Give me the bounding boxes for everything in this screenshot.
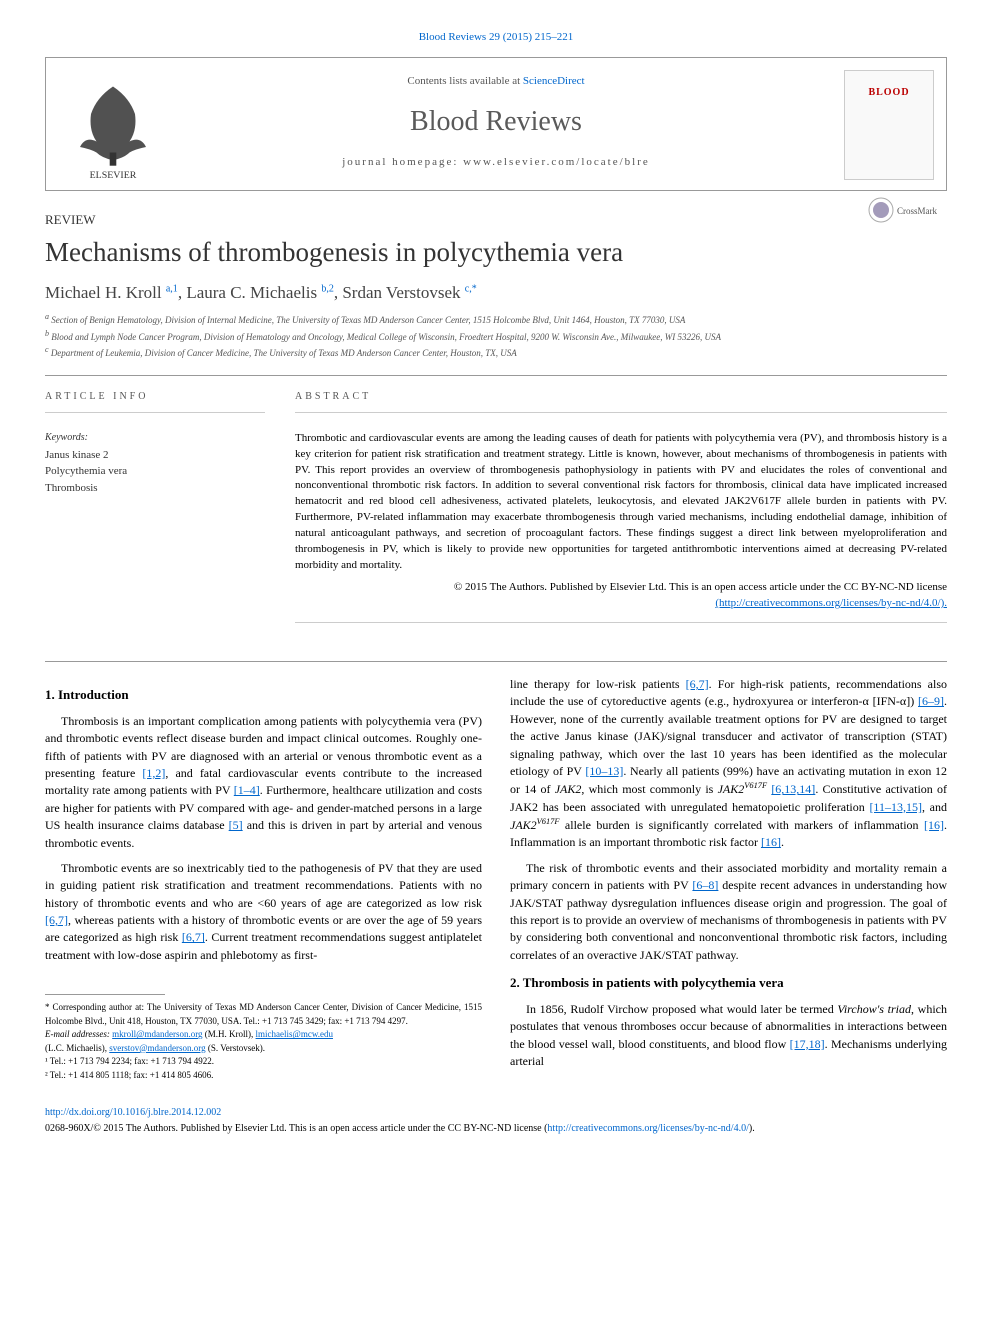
sciencedirect-link[interactable]: ScienceDirect	[523, 75, 585, 87]
affiliation-line: a Section of Benign Hematology, Division…	[45, 311, 947, 328]
elsevier-logo: ELSEVIER	[58, 70, 168, 180]
citation-link[interactable]: [6,7]	[45, 913, 68, 927]
svg-text:CrossMark: CrossMark	[897, 206, 937, 216]
meta-abstract-row: ARTICLE INFO Keywords: Janus kinase 2 Po…	[45, 390, 947, 641]
email-addresses-line2: (L.C. Michaelis), sverstov@mdanderson.or…	[45, 1042, 482, 1056]
divider	[45, 375, 947, 376]
footnotes-block: * Corresponding author at: The Universit…	[45, 1001, 482, 1082]
gene-name: JAK2V617F	[718, 782, 767, 796]
corresponding-author-note: * Corresponding author at: The Universit…	[45, 1001, 482, 1028]
intro-heading: 1. Introduction	[45, 686, 482, 705]
keywords-heading: Keywords:	[45, 431, 265, 445]
affiliation-line: c Department of Leukemia, Division of Ca…	[45, 344, 947, 361]
author-affil-sup: c,*	[465, 284, 477, 295]
keyword-item: Janus kinase 2	[45, 447, 265, 464]
article-title: Mechanisms of thrombogenesis in polycyth…	[45, 234, 947, 272]
contents-available: Contents lists available at ScienceDirec…	[186, 74, 806, 89]
author-email-link[interactable]: lmichaelis@mcw.edu	[256, 1029, 333, 1039]
citation-link[interactable]: [10–13]	[585, 764, 623, 778]
right-column: line therapy for low-risk patients [6,7]…	[510, 676, 947, 1082]
abstract-body: Thrombotic and cardiovascular events are…	[295, 431, 947, 612]
citation-link[interactable]: [11–13,15]	[869, 800, 922, 814]
citation-link[interactable]: [17,18]	[790, 1037, 825, 1051]
footnote-divider	[45, 994, 165, 995]
journal-title: Blood Reviews	[186, 102, 806, 141]
footnote-tel-2: ² Tel.: +1 414 805 1118; fax: +1 414 805…	[45, 1069, 482, 1083]
citation-link[interactable]: [6–9]	[918, 694, 944, 708]
citation-link[interactable]: [16]	[761, 835, 781, 849]
crossmark-icon: CrossMark	[867, 194, 947, 226]
authors-list: Michael H. Kroll a,1, Laura C. Michaelis…	[45, 281, 947, 305]
citation-link[interactable]: [6,7]	[182, 930, 205, 944]
author-email-link[interactable]: mkroll@mdanderson.org	[112, 1029, 202, 1039]
citation-link[interactable]: [6–8]	[692, 878, 718, 892]
footnote-tel-1: ¹ Tel.: +1 713 794 2234; fax: +1 713 794…	[45, 1055, 482, 1069]
citation-link[interactable]: [1–4]	[234, 783, 260, 797]
doi-link[interactable]: http://dx.doi.org/10.1016/j.blre.2014.12…	[45, 1107, 221, 1118]
divider	[295, 412, 947, 413]
affiliations-block: a Section of Benign Hematology, Division…	[45, 311, 947, 361]
journal-cover-thumbnail: BLOOD	[844, 70, 934, 180]
abstract-column: ABSTRACT Thrombotic and cardiovascular e…	[295, 390, 947, 641]
affiliation-line: b Blood and Lymph Node Cancer Program, D…	[45, 328, 947, 345]
page-container: Blood Reviews 29 (2015) 215–221 ELSEVIER…	[0, 0, 992, 1166]
elsevier-tree-icon: ELSEVIER	[58, 70, 168, 180]
article-info-column: ARTICLE INFO Keywords: Janus kinase 2 Po…	[45, 390, 265, 641]
svg-text:ELSEVIER: ELSEVIER	[90, 170, 137, 180]
journal-header: ELSEVIER BLOOD Contents lists available …	[45, 57, 947, 191]
author-affil-sup: b,2	[321, 284, 334, 295]
journal-homepage: journal homepage: www.elsevier.com/locat…	[186, 155, 806, 170]
body-two-column: 1. Introduction Thrombosis is an importa…	[45, 676, 947, 1082]
citation-link[interactable]: [16]	[924, 818, 944, 832]
author-affil-sup: a,1	[166, 284, 178, 295]
license-link[interactable]: (http://creativecommons.org/licenses/by-…	[715, 597, 947, 609]
article-type-label: REVIEW	[45, 211, 947, 229]
body-paragraph: Thrombotic events are so inextricably ti…	[45, 860, 482, 964]
citation-link[interactable]: [6,13,14]	[771, 782, 815, 796]
body-paragraph: The risk of thrombotic events and their …	[510, 860, 947, 964]
page-footer: http://dx.doi.org/10.1016/j.blre.2014.12…	[45, 1106, 947, 1136]
thrombosis-heading: 2. Thrombosis in patients with polycythe…	[510, 974, 947, 993]
footer-license-link[interactable]: http://creativecommons.org/licenses/by-n…	[547, 1123, 748, 1134]
body-paragraph: line therapy for low-risk patients [6,7]…	[510, 676, 947, 852]
abstract-label: ABSTRACT	[295, 390, 947, 404]
journal-cover-title: BLOOD	[868, 86, 909, 100]
crossmark-badge[interactable]: CrossMark	[867, 194, 947, 231]
divider	[45, 661, 947, 662]
citation-link[interactable]: [6,7]	[686, 677, 709, 691]
left-column: 1. Introduction Thrombosis is an importa…	[45, 676, 482, 1082]
article-info-label: ARTICLE INFO	[45, 390, 265, 404]
journal-reference: Blood Reviews 29 (2015) 215–221	[45, 30, 947, 45]
abstract-copyright: © 2015 The Authors. Published by Elsevie…	[295, 580, 947, 612]
citation-link[interactable]: [5]	[229, 818, 243, 832]
footer-copyright: 0268-960X/© 2015 The Authors. Published …	[45, 1122, 947, 1136]
email-addresses-line: E-mail addresses: mkroll@mdanderson.org …	[45, 1028, 482, 1042]
gene-name: JAK2V617F	[510, 818, 559, 832]
author-email-link[interactable]: sverstov@mdanderson.org	[109, 1043, 205, 1053]
citation-link[interactable]: [1,2]	[142, 766, 165, 780]
keyword-item: Thrombosis	[45, 480, 265, 497]
divider	[45, 412, 265, 413]
keyword-item: Polycythemia vera	[45, 463, 265, 480]
body-paragraph: Thrombosis is an important complication …	[45, 713, 482, 852]
body-paragraph: In 1856, Rudolf Virchow proposed what wo…	[510, 1001, 947, 1071]
divider	[295, 622, 947, 623]
